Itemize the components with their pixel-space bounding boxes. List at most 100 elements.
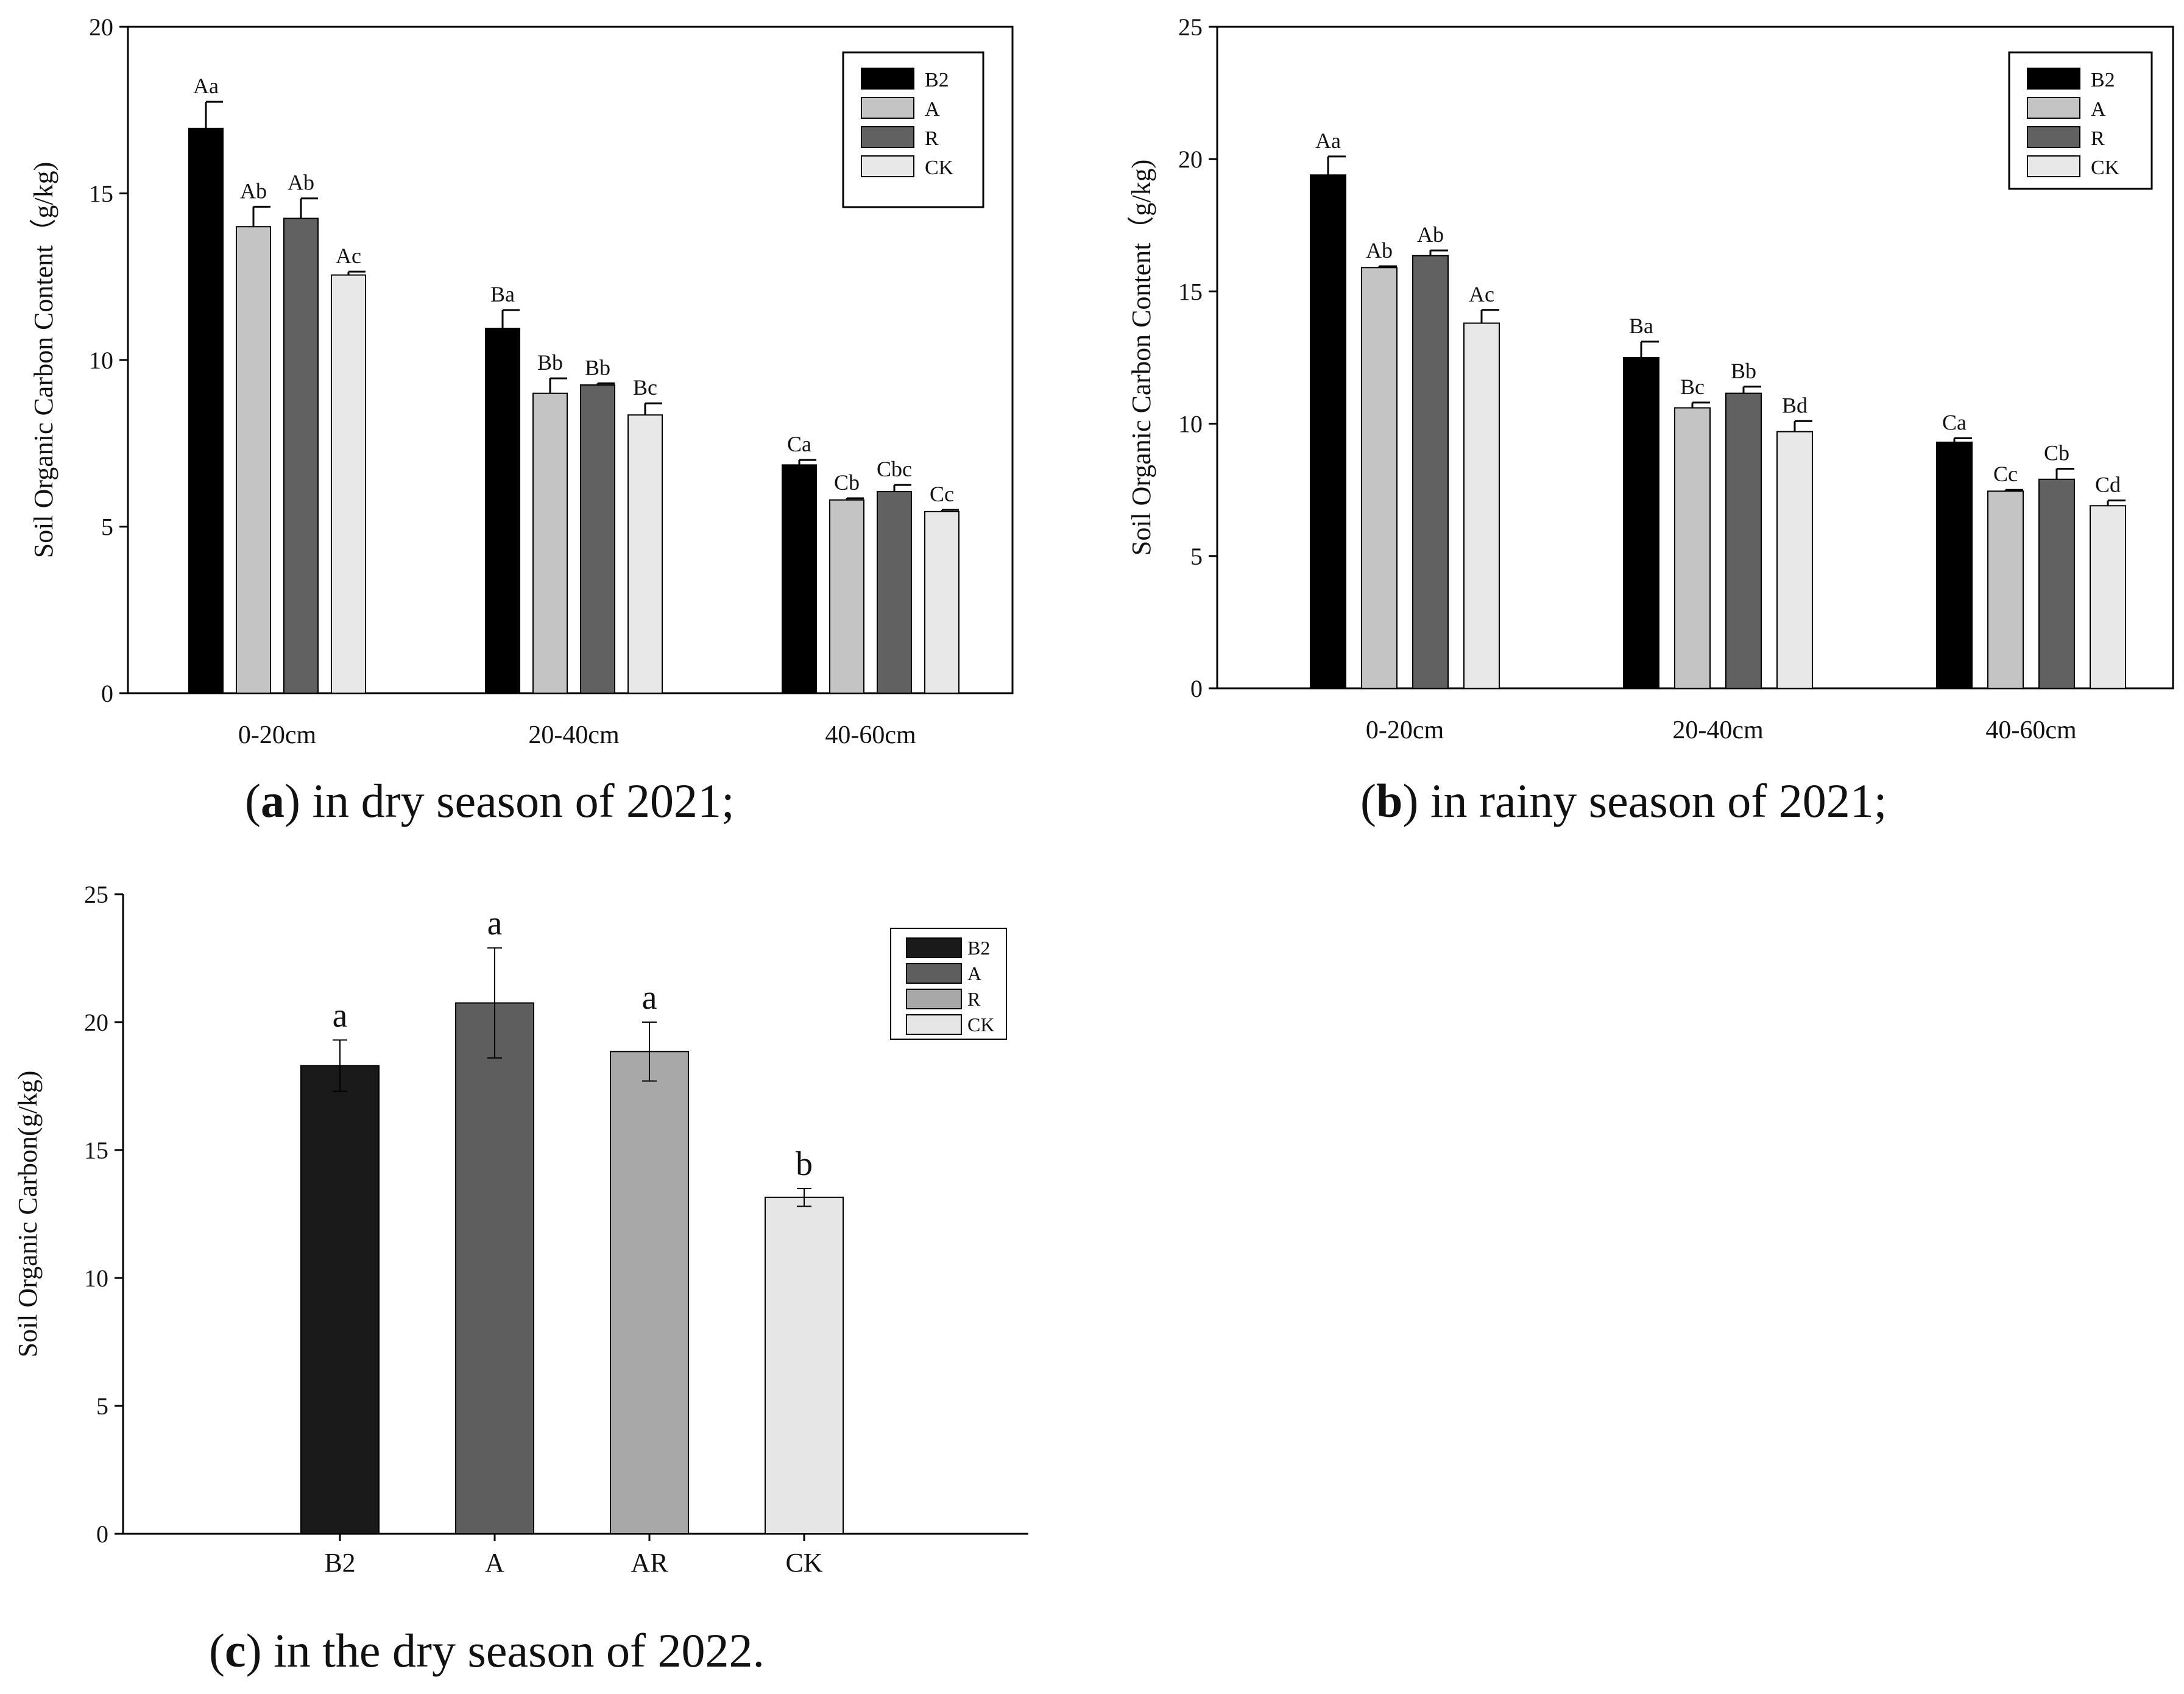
chart-a-bar-a-0	[236, 226, 271, 694]
chart-a-legend-swatch-ck	[861, 155, 914, 177]
chart-a-legend-swatch-b2	[861, 68, 914, 90]
chart-c-bar-ar	[610, 1051, 689, 1534]
caption-a-letter: a	[260, 774, 284, 827]
chart-c-legend-swatch-ck	[906, 1014, 962, 1035]
chart-b-legend-label-b2: B2	[2091, 69, 2115, 91]
chart-a-bar-a-1	[532, 392, 568, 694]
chart-a-bar-b2-1	[485, 328, 520, 694]
chart-b-bar-r-2	[2038, 478, 2075, 689]
chart-panel-a: 0 5 10 15 20 Soil Organic Carbon Content（g/kg…	[0, 0, 1092, 850]
chart-panel-b: 0 5 10 15 20 25 Soil Organic Carbon Content（g/…	[1092, 0, 2184, 850]
chart-b-significance-label: Ab	[1417, 222, 1444, 247]
chart-c-y-tick-label: 25	[84, 881, 108, 908]
chart-a-significance-label: Cc	[930, 482, 954, 506]
chart-a-bar-r-1	[580, 384, 615, 694]
chart-b: 0 5 10 15 20 25 Soil Organic Carbon Content（g/…	[1126, 13, 2174, 744]
chart-a: 0 5 10 15 20 Soil Organic Carbon Content（g/kg…	[29, 13, 1014, 749]
chart-c-y-tick-label: 20	[84, 1009, 108, 1036]
chart-a-significance-label: Bc	[633, 375, 657, 400]
chart-b-significance-label: Aa	[1315, 129, 1341, 153]
caption-b: (b) in rainy season of 2021;	[1360, 774, 1887, 827]
chart-a-significance-label: Aa	[193, 74, 219, 98]
chart-b-legend-label-a: A	[2091, 98, 2106, 121]
chart-c-significance-label: a	[487, 905, 503, 942]
chart-c-y-tick-label: 15	[84, 1137, 108, 1164]
chart-a-y-tick-label: 20	[89, 13, 113, 41]
chart-c-legend-swatch-r	[906, 989, 962, 1009]
chart-c-y-tick-label: 5	[96, 1392, 108, 1420]
chart-b-significance-label: Cd	[2095, 473, 2121, 497]
chart-b-bar-a-0	[1361, 267, 1398, 689]
caption-c-letter: c	[224, 1624, 246, 1677]
chart-c-significance-label: b	[796, 1145, 813, 1183]
chart-a-bar-a-2	[829, 499, 864, 694]
caption-c-text: in the dry season of 2022.	[261, 1624, 765, 1677]
chart-b-legend-label-ck: CK	[2091, 157, 2120, 179]
chart-a-y-tick-label: 10	[89, 347, 113, 374]
chart-a-bar-b2-0	[188, 127, 224, 694]
chart-b-legend-swatch-a	[2027, 97, 2080, 119]
chart-a-legend-label-b2: B2	[925, 69, 949, 91]
chart-a-significance-label: Cb	[834, 470, 860, 495]
chart-a-legend-label-r: R	[925, 127, 939, 150]
chart-b-y-axis-label: Soil Organic Carbon Content（g/kg)	[1126, 160, 1156, 556]
chart-a-bar-ck-1	[627, 414, 663, 694]
chart-b-bar-b2-0	[1310, 174, 1346, 690]
chart-a-y-tick-label: 0	[101, 680, 113, 707]
chart-c-significance-label: a	[642, 979, 657, 1017]
chart-a-bar-ck-0	[331, 274, 366, 694]
chart-b-bar-ck-0	[1463, 322, 1500, 689]
chart-c-legend-label-ck: CK	[967, 1014, 994, 1036]
chart-a-significance-label: Ac	[336, 244, 361, 268]
caption-b-text: in rainy season of 2021;	[1418, 774, 1887, 827]
chart-a-x-tick-label: 20-40cm	[528, 721, 620, 749]
chart-c-y-tick-label: 10	[84, 1265, 108, 1292]
chart-a-legend-label-ck: CK	[925, 157, 954, 179]
chart-b-y-tick-label: 20	[1178, 146, 1203, 173]
chart-b-significance-label: Cb	[2044, 440, 2069, 465]
caption-c: (c) in the dry season of 2022.	[209, 1624, 765, 1677]
chart-b-bar-r-1	[1725, 392, 1762, 689]
chart-c-significance-label: a	[333, 997, 348, 1034]
chart-b-significance-label: Ca	[1942, 410, 1967, 434]
chart-b-significance-label: Cc	[1993, 462, 2018, 486]
chart-b-y-tick-label: 0	[1190, 675, 1203, 702]
chart-c-legend-label-b2: B2	[967, 937, 990, 959]
chart-a-significance-label: Cbc	[877, 457, 912, 481]
chart-c-x-tick-label: CK	[785, 1548, 822, 1578]
chart-c-x-tick-label: B2	[324, 1548, 355, 1578]
chart-a-bar-ck-2	[924, 510, 959, 694]
chart-b-significance-label: Ac	[1469, 282, 1494, 306]
chart-b-x-tick-label: 40-60cm	[1985, 716, 2077, 744]
chart-b-legend-swatch-ck	[2027, 155, 2080, 177]
chart-b-legend-swatch-b2	[2027, 68, 2080, 90]
chart-a-y-tick-label: 5	[101, 513, 113, 541]
chart-b-x-tick-label: 20-40cm	[1672, 716, 1764, 744]
chart-b-significance-label: Bc	[1680, 375, 1705, 399]
caption-b-letter: b	[1376, 774, 1403, 827]
chart-b-bar-ck-2	[2090, 505, 2126, 689]
chart-a-x-tick-label: 0-20cm	[238, 721, 317, 749]
chart-b-legend-label-r: R	[2091, 127, 2105, 150]
chart-c: 0 5 10 15 20 25 Soil Organic Carbon(g/kg) a B2 a A…	[13, 881, 1028, 1578]
chart-c-x-tick-label: A	[485, 1548, 504, 1578]
chart-c-legend-swatch-a	[906, 963, 962, 984]
chart-c-y-axis-label: Soil Organic Carbon(g/kg)	[13, 1071, 43, 1358]
caption-a-text: in dry season of 2021;	[300, 774, 735, 827]
chart-a-significance-label: Ab	[240, 178, 267, 203]
chart-b-bar-b2-1	[1623, 357, 1659, 689]
chart-b-bar-r-0	[1412, 255, 1449, 690]
chart-c-x-tick-label: AR	[631, 1548, 668, 1578]
chart-a-y-tick-label: 15	[89, 180, 113, 208]
chart-c-legend-swatch-b2	[906, 937, 962, 958]
chart-c-legend-label-a: A	[967, 962, 981, 984]
chart-b-significance-label: Bd	[1782, 393, 1808, 417]
chart-c-legend-label-r: R	[967, 988, 981, 1010]
chart-b-significance-label: Bb	[1731, 359, 1756, 383]
chart-a-y-axis-label: Soil Organic Carbon Content（g/kg)	[29, 162, 58, 559]
chart-c-bar-b2	[300, 1065, 380, 1534]
chart-b-legend-swatch-r	[2027, 126, 2080, 148]
chart-a-bar-r-0	[283, 217, 319, 694]
chart-a-legend-label-a: A	[925, 98, 940, 121]
chart-b-significance-label: Ab	[1366, 238, 1393, 263]
